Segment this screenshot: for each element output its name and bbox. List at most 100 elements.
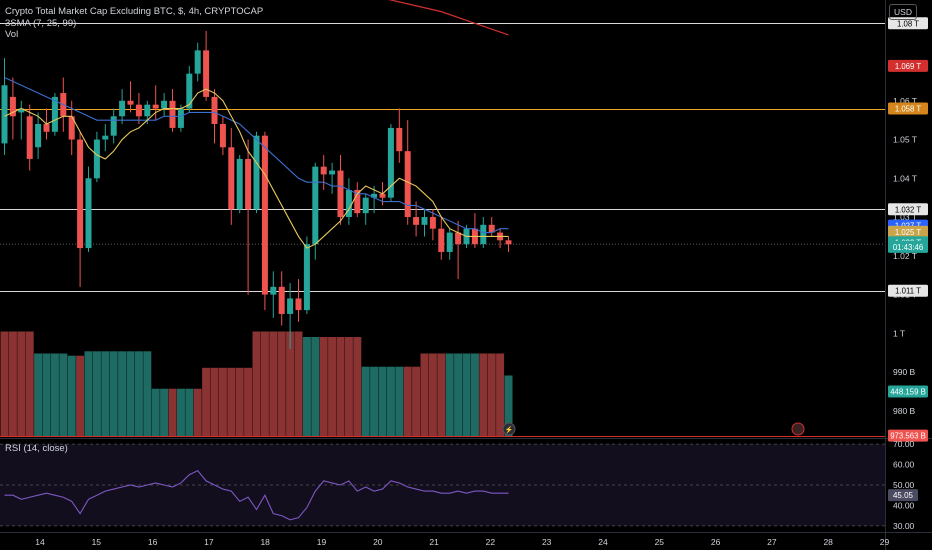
time-axis-tick: 21 [429,537,439,547]
volume-bar [25,331,34,436]
candle-body [295,298,302,311]
rsi-axis-tick: 50.00 [893,480,915,490]
candle-body [421,217,428,225]
rsi-current-label: 45.05 [893,491,914,500]
candle-body [219,124,226,148]
price-tag-label: 1.032 T [895,205,922,214]
volume-bar [126,351,135,436]
candle-body [329,170,336,175]
price-tag [888,59,928,72]
price-tag-label: 973.563 B [890,432,926,441]
candle-body [43,124,50,132]
price-axis-tick: 980 B [893,406,916,416]
volume-bar [252,331,261,436]
candle-body [135,104,142,117]
volume-bar [454,353,463,436]
volume-bar [176,388,185,436]
candle-body [203,50,210,97]
price-axis-tick: 1.06 T [893,96,917,106]
volume-bar [487,353,496,436]
rsi-axis-tick: 30.00 [893,521,915,531]
candle-body [303,244,310,311]
time-axis-tick: 29 [880,537,890,547]
currency-button[interactable]: USD [889,4,917,20]
candle-body [161,100,168,109]
candle-body [261,135,268,295]
volume-bar [420,353,429,436]
candle-body [144,104,151,117]
time-axis-tick: 16 [148,537,158,547]
candle-body [429,217,436,229]
price-axis-tick: 1 T [893,328,905,338]
candle-body [245,158,252,210]
volume-bar [496,353,505,436]
candle-body [337,170,344,218]
price-tag-label: 1.069 T [895,62,922,71]
volume-bar [185,388,194,436]
time-axis-tick: 18 [260,537,270,547]
price-axis-tick: 1.04 T [893,173,917,183]
candle-body [413,217,420,225]
time-axis-tick: 24 [598,537,608,547]
candle-body [270,286,277,295]
price-axis-tick: 1.05 T [893,135,917,145]
price-tag [888,225,928,238]
volume-bar [210,367,219,436]
price-tag-label: 1.08 T [897,19,919,28]
candle-body [228,147,235,210]
price-tag [888,203,928,216]
volume-bar [218,367,227,436]
volume-bar [227,367,236,436]
volume-bar [269,331,278,436]
volume-bar [428,353,437,436]
candle-body [278,286,285,314]
candle-body [345,189,352,218]
volume-bar [386,366,395,436]
candle-body [371,193,378,198]
candle-body [102,135,109,140]
time-axis-tick: 14 [35,537,45,547]
volume-bar [470,353,479,436]
candle-body [127,100,134,105]
rsi-axis-tick: 60.00 [893,460,915,470]
price-tag [888,17,928,30]
candle-body [194,50,201,74]
time-axis-tick: 17 [204,537,214,547]
volume-bar [294,331,303,436]
candle-body [35,124,42,148]
price-tag-label: 01:43:46 [893,243,923,252]
volume-bar [286,331,295,436]
symbol-title: Crypto Total Market Cap Excluding BTC, $… [5,6,264,17]
volume-bar [34,353,43,436]
volume-bar [361,366,370,436]
candle-body [177,108,184,128]
volume-bar [193,388,202,436]
price-axis-tick: 1.03 T [893,212,917,222]
volume-bar [235,367,244,436]
candle-body [480,224,487,245]
price-tag [888,385,928,398]
candle-body [320,166,327,175]
volume-bar [76,355,85,436]
price-axis-tick: 990 B [893,367,916,377]
volume-bar [109,351,118,436]
candle-body [488,224,495,233]
volume-bar [437,353,446,436]
candle-body [354,189,361,214]
volume-bar [101,351,110,436]
candle-body [455,232,462,245]
volume-bar [8,331,17,436]
time-axis-tick: 20 [373,537,383,547]
candle-body [211,96,218,125]
candle-body [312,166,319,245]
volume-bar [403,366,412,436]
volume-bar [277,331,286,436]
candle-body [396,127,403,152]
candle-body [404,151,411,218]
time-axis-tick: 28 [823,537,833,547]
price-tag-label: 448.159 B [890,387,926,396]
rsi-legend: RSI (14, close) [5,443,68,454]
price-axis-tick: 1.02 T [893,251,917,261]
candle-body [186,73,193,109]
